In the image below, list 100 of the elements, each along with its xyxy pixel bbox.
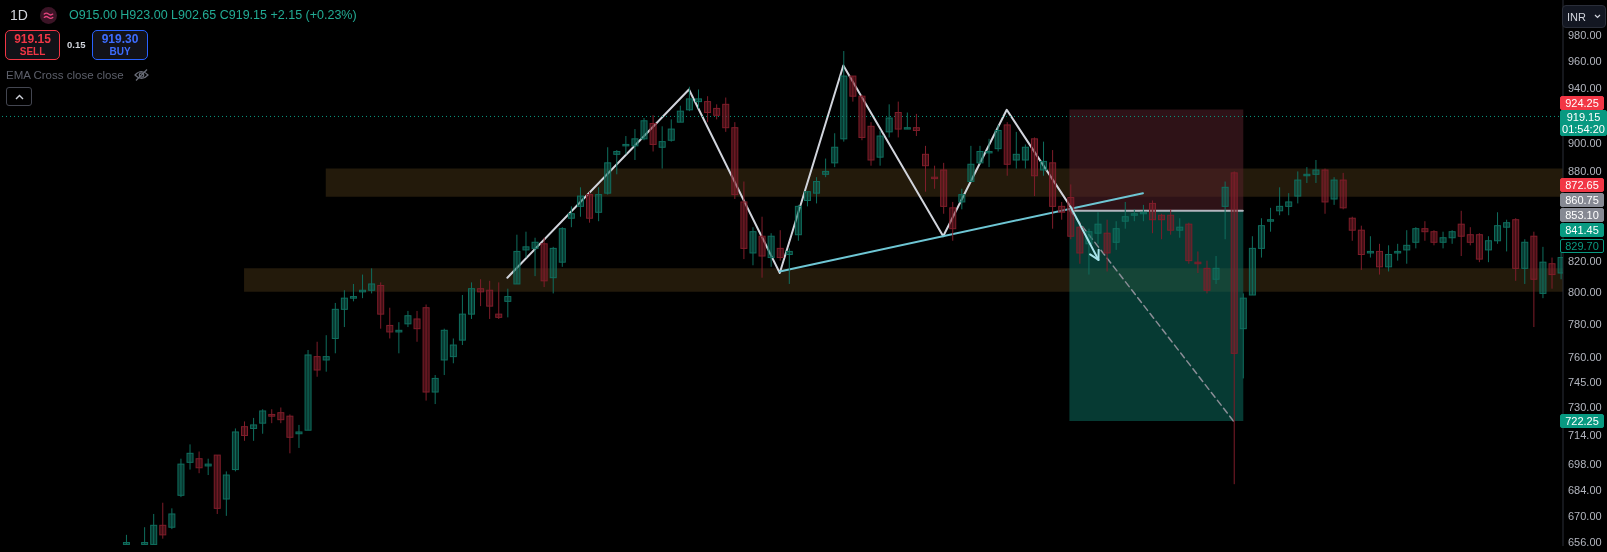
y-tick-label: 745.00 [1568, 375, 1602, 388]
candlestick [1221, 181, 1229, 240]
candlestick [885, 103, 893, 138]
candlestick [1321, 168, 1329, 215]
candlestick [1494, 211, 1502, 245]
y-tick-label: 684.00 [1568, 483, 1602, 496]
candlestick [486, 280, 494, 320]
candlestick [331, 302, 339, 354]
candlestick [1012, 131, 1020, 170]
candlestick [1257, 217, 1265, 259]
annotation: 860.75 [1565, 194, 1599, 206]
dropdown-button: INR [1562, 5, 1606, 28]
candlestick [1303, 166, 1311, 184]
candlestick [413, 310, 421, 343]
candlestick [1230, 170, 1238, 485]
candlestick [386, 307, 394, 339]
candlestick [767, 232, 775, 268]
candlestick [1076, 222, 1084, 265]
annotation: 924.25 [1565, 97, 1599, 109]
candlestick [1121, 201, 1129, 230]
candlestick [1185, 222, 1193, 265]
annotation: 919.30 [101, 31, 139, 46]
candlestick [1512, 217, 1520, 282]
y-tick-label: 714.00 [1568, 429, 1602, 442]
annotation: BUY [109, 45, 131, 58]
candlestick [958, 188, 966, 210]
candlestick [794, 204, 802, 242]
candlestick [522, 231, 530, 259]
candlestick [531, 237, 539, 277]
candlestick [1439, 231, 1447, 249]
candlestick [195, 451, 203, 474]
candlestick [313, 341, 321, 378]
candlestick [776, 229, 784, 262]
text: 1D [10, 7, 28, 23]
text: 0.15 [67, 39, 86, 51]
candlestick [431, 374, 439, 405]
y-tick-label: 670.00 [1568, 509, 1602, 522]
y-tick-label: 698.00 [1568, 458, 1602, 471]
annotation: 853.10 [1565, 209, 1599, 221]
candlestick [1276, 186, 1284, 216]
candlestick [1040, 141, 1048, 177]
candlestick [159, 502, 167, 540]
candlestick [676, 105, 684, 123]
candlestick [1394, 243, 1402, 262]
candlestick [295, 424, 303, 449]
candlestick [1412, 226, 1420, 249]
candlestick [1212, 255, 1220, 285]
candlestick [722, 97, 730, 133]
candlestick [1239, 292, 1247, 379]
candlestick [822, 158, 830, 178]
y-tick-label: 980.00 [1568, 29, 1602, 42]
candlestick [876, 129, 884, 167]
candlestick [259, 408, 267, 435]
y-tick-label: 880.00 [1568, 165, 1602, 178]
candlestick [985, 138, 993, 168]
candlestick [168, 507, 176, 530]
candlestick [222, 470, 230, 517]
candlestick [1466, 226, 1474, 246]
candlestick [186, 443, 194, 471]
candlestick [304, 349, 312, 431]
candlestick [495, 281, 503, 320]
candlestick [204, 458, 212, 476]
candlestick [749, 226, 757, 266]
candlestick [440, 328, 448, 376]
candlestick [504, 288, 512, 318]
candlestick [1021, 143, 1029, 170]
candlestick [1503, 219, 1511, 252]
candlestick [404, 310, 412, 328]
candlestick [1475, 232, 1483, 263]
candlestick [713, 103, 721, 120]
candlestick [813, 176, 821, 204]
candlestick [122, 534, 130, 545]
candlestick [785, 247, 793, 285]
candlestick [1194, 250, 1202, 274]
candlestick [803, 191, 811, 207]
candlestick [377, 281, 385, 330]
candlestick [468, 281, 475, 320]
candlestick [422, 304, 430, 402]
candlestick [1248, 235, 1256, 296]
candlestick [213, 454, 221, 515]
annotation: 829.70 [1565, 240, 1599, 252]
candlestick [177, 458, 185, 498]
buy-button: 919.30 BUY [92, 30, 148, 60]
candlestick [1003, 121, 1011, 177]
candlestick [740, 181, 748, 260]
candlestick [1448, 229, 1456, 245]
y-tick-label: 730.00 [1568, 401, 1602, 414]
candlestick [649, 114, 657, 152]
candlestick [549, 246, 557, 294]
candlestick [976, 145, 984, 165]
candlestick [685, 86, 693, 112]
candlestick [631, 128, 639, 161]
annotation: 722.25 [1565, 415, 1599, 427]
candlestick [894, 101, 902, 138]
candlestick [1058, 201, 1066, 221]
candlestick [586, 191, 594, 224]
candlestick [322, 334, 330, 373]
candlestick [922, 145, 929, 193]
candlestick [349, 283, 357, 302]
candlestick [595, 186, 603, 222]
